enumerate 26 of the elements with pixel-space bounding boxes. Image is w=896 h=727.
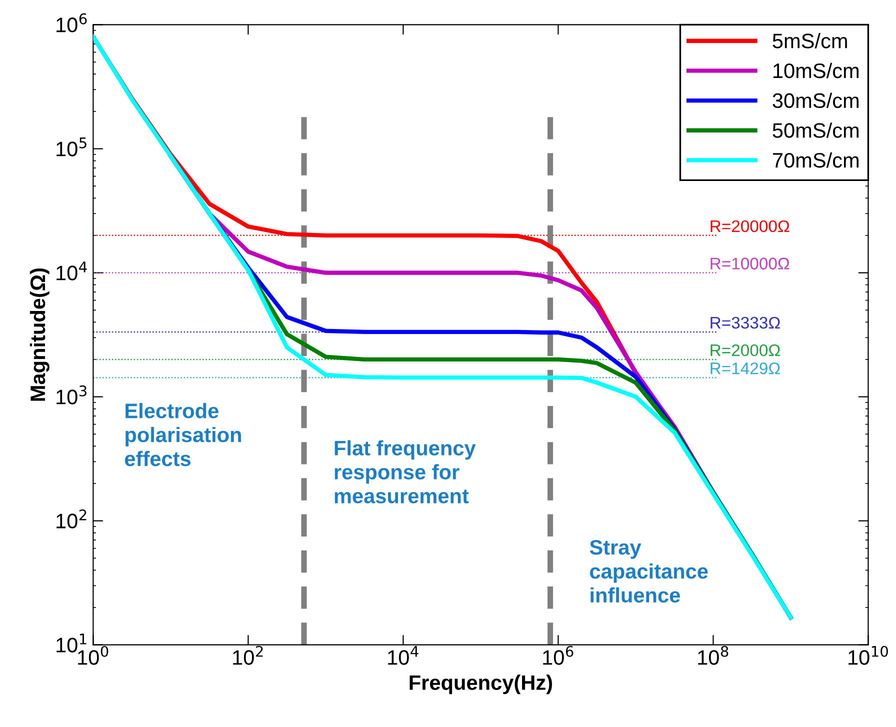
ref-line-label: R=10000Ω <box>710 258 790 270</box>
legend-label: 10mS/cm <box>774 62 859 78</box>
annotation: Stray capacitance influence <box>590 540 708 603</box>
y-tick-label: 10$^{5}$ <box>56 138 86 156</box>
x-tick-label: 10$^{2}$ <box>233 646 263 665</box>
y-tick-label: 10$^{2}$ <box>56 509 86 528</box>
ref-line-label: R=1429Ω <box>710 362 780 374</box>
y-axis-title: Magnitude(Ω) <box>30 268 50 401</box>
x-tick-label: 10$^{4}$ <box>388 646 418 665</box>
ref-line-label: R=3333Ω <box>710 316 780 329</box>
legend-label: 5mS/cm <box>772 33 847 48</box>
legend-label: 50mS/cm <box>772 122 859 138</box>
ref-line-label: R=20000Ω <box>710 220 790 232</box>
y-tick-label: 10$^{6}$ <box>56 13 87 32</box>
y-tick-label: 10$^{3}$ <box>56 385 86 404</box>
legend-label: 30mS/cm <box>772 92 859 108</box>
annotation: Electrode polarisation effects <box>125 403 241 466</box>
x-axis-title: Frequency(Hz) <box>410 674 552 694</box>
annotation: Flat frequency response for measurement <box>334 440 476 504</box>
x-tick-label: 10$^{8}$ <box>698 646 728 665</box>
x-tick-label: 10$^{0}$ <box>78 646 108 665</box>
x-tick-label: 10$^{10}$ <box>848 646 888 665</box>
y-tick-label: 10$^{4}$ <box>56 262 87 280</box>
legend-label: 70mS/cm <box>772 152 859 168</box>
ref-line-label: R=2000Ω <box>710 344 780 356</box>
x-tick-label: 10$^{6}$ <box>543 646 574 665</box>
